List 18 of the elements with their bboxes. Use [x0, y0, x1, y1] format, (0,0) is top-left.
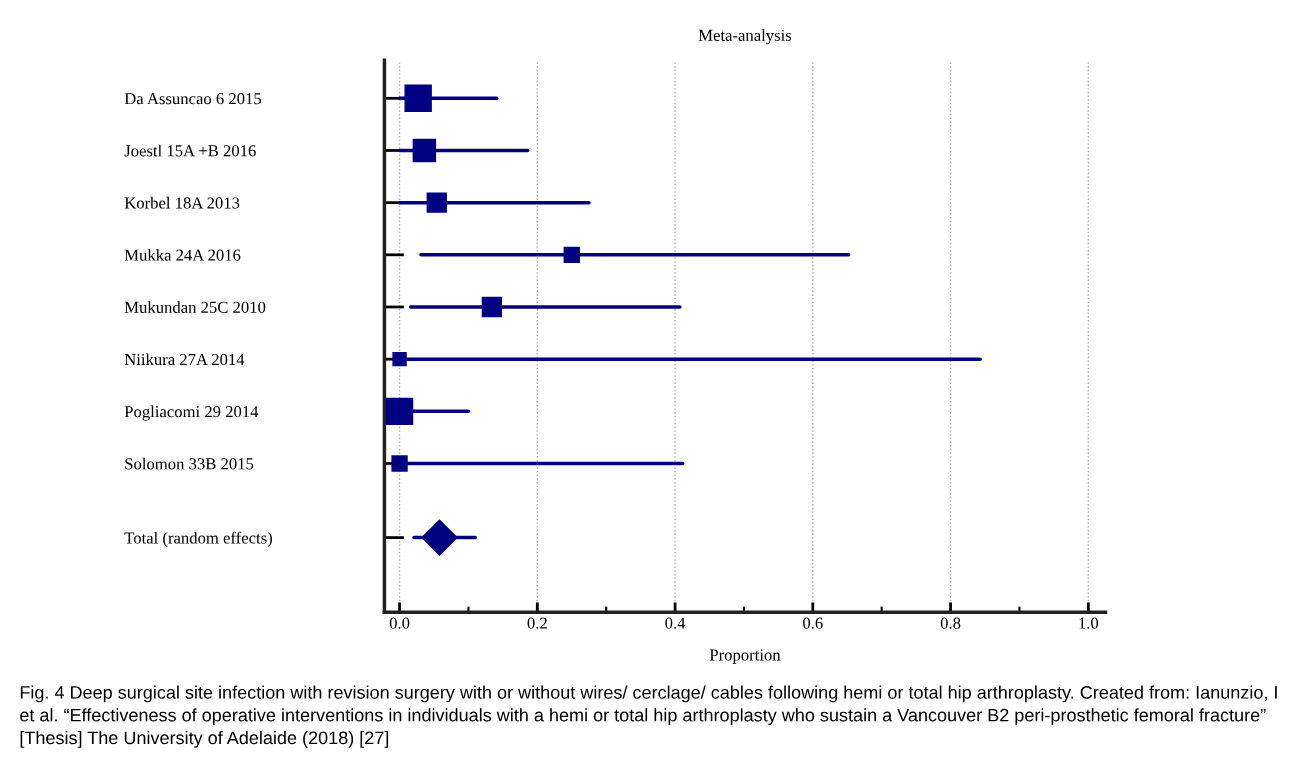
x-tick-label: 0.2 [527, 617, 547, 629]
x-tick-label: 1.0 [1079, 617, 1099, 629]
y-tick-label: Mukka 24A 2016 [124, 249, 241, 261]
y-tick-label: Da Assuncao 6 2015 [124, 93, 262, 105]
y-tick-label: Total (random effects) [124, 531, 272, 548]
y-tick-label: Joestl 15A +B 2016 [124, 144, 256, 157]
y-tick-label: Pogliacomi 29 2014 [124, 405, 259, 421]
x-tick-label: 0.6 [803, 617, 823, 629]
y-tick-label: Solomon 33B 2015 [125, 457, 254, 470]
x-tick-label: 0.0 [389, 617, 410, 629]
chart-title: Meta-analysis [698, 29, 792, 45]
x-tick-label: 0.4 [665, 617, 686, 629]
x-tick-label: 0.8 [940, 617, 961, 629]
caption: Fig. 4 Deep surgical site infection with revision surgery with or without wires/ cerclage/ cables following hemi or total hip arthroplasty. Created from: Ianunzio, I et al. “Effectiveness of operative interventions in individuals with a hemi or total hip arthroplasty who sustain a Vancouver B2 peri-prosthetic femoral fracture” [Thesis] The University of Adelaide (2018) [27] [20, 685, 1277, 748]
y-tick-label: Korbel 18A 2013 [124, 196, 240, 209]
y-tick-label: Mukundan 25C 2010 [124, 301, 266, 313]
y-tick-label: Niikura 27A 2014 [124, 353, 245, 366]
x-axis-title: Proportion [709, 649, 781, 664]
